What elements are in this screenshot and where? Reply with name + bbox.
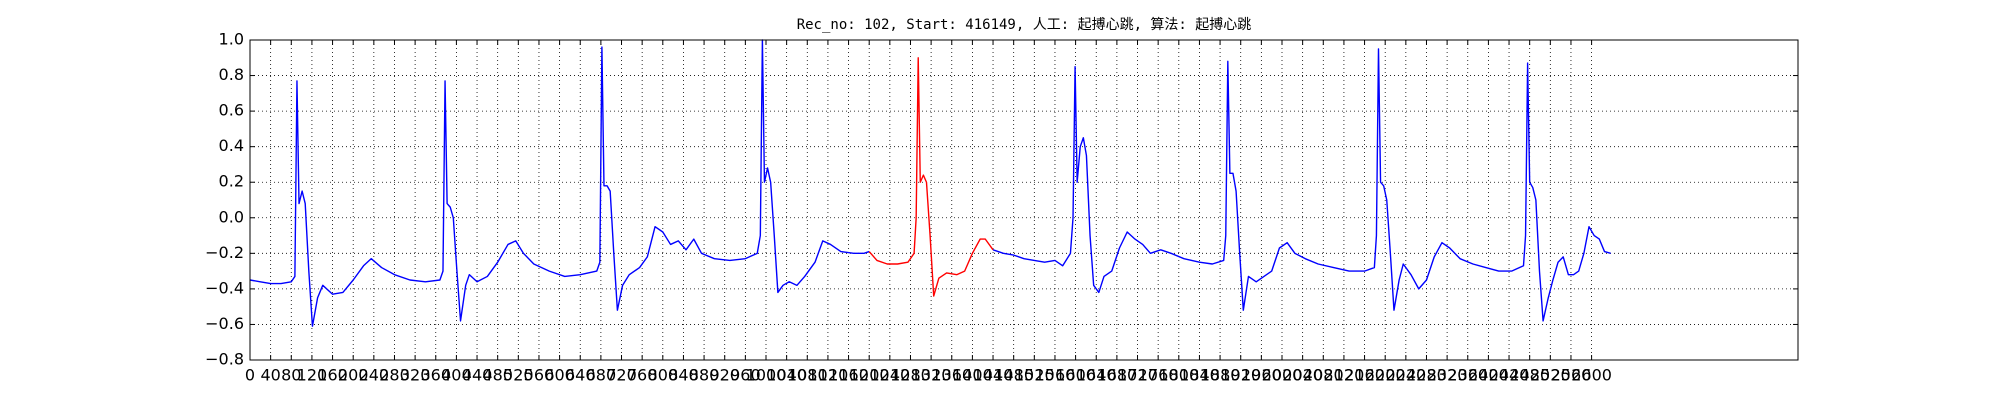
x-tick-label: 400 [441,366,472,385]
x-tick-label: 1800 [1158,366,1199,385]
x-tick-label: 920 [709,366,740,385]
x-tick-label: 80 [281,366,301,385]
x-tick-label: 800 [648,366,679,385]
y-tick-label: −0.4 [205,278,244,297]
x-tick-label: 2520 [1530,366,1571,385]
x-tick-label: 1560 [1035,366,1076,385]
x-tick-label: 1400 [952,366,993,385]
y-tick-label: −0.2 [205,243,244,262]
y-tick-label: 0.4 [219,136,244,155]
ecg-line [868,57,994,297]
x-tick-label: 2320 [1427,366,1468,385]
x-tick-label: 40 [260,366,280,385]
x-tick-label: 1480 [993,366,1034,385]
x-tick-label: 760 [627,366,658,385]
x-tick-label: 1840 [1179,366,1220,385]
x-tick-label: 1160 [828,366,869,385]
chart-title: Rec_no: 102, Start: 416149, 人工: 起搏心跳, 算法… [797,16,1252,33]
x-tick-label: 880 [689,366,720,385]
y-tick-label: −0.8 [205,350,244,369]
x-tick-label: 360 [420,366,451,385]
y-tick-label: 0.8 [219,65,244,84]
x-tick-label: 600 [544,366,575,385]
x-tick-label: 1120 [808,366,849,385]
x-tick-label: 2600 [1571,366,1612,385]
y-tick-label: 1.0 [219,30,244,49]
x-tick-label: 200 [338,366,369,385]
x-tick-label: 680 [586,366,617,385]
x-tick-label: 1280 [890,366,931,385]
y-tick-label: 0.0 [219,207,244,226]
y-tick-label: −0.6 [205,314,244,333]
x-tick-label: 2560 [1551,366,1592,385]
x-tick-label: 2080 [1303,366,1344,385]
x-tick-label: 2400 [1468,366,1509,385]
x-tick-label: 2040 [1282,366,1323,385]
x-tick-label: 1360 [931,366,972,385]
x-tick-label: 2480 [1509,366,1550,385]
x-tick-label: 280 [379,366,410,385]
x-tick-label: 1640 [1076,366,1117,385]
x-tick-label: 2200 [1365,366,1406,385]
x-tick-label: 1440 [973,366,1014,385]
y-tick-label: 0.2 [219,172,244,191]
x-tick-label: 1240 [869,366,910,385]
x-tick-label: 520 [503,366,534,385]
x-tick-label: 1680 [1097,366,1138,385]
x-tick-label: 2000 [1262,366,1303,385]
x-tick-label: 1880 [1200,366,1241,385]
x-tick-label: 0 [245,366,255,385]
x-tick-label: 2120 [1324,366,1365,385]
x-tick-label: 840 [668,366,699,385]
y-tick-label: 0.6 [219,101,244,120]
x-tick-label: 640 [565,366,596,385]
x-tick-label: 2280 [1406,366,1447,385]
x-tick-label: 1920 [1220,366,1261,385]
x-tick-label: 1000 [746,366,787,385]
x-tick-label: 560 [524,366,555,385]
x-tick-label: 1720 [1117,366,1158,385]
x-tick-label: 1960 [1241,366,1282,385]
x-tick-label: 1320 [911,366,952,385]
x-tick-label: 1760 [1138,366,1179,385]
x-tick-label: 480 [482,366,513,385]
x-tick-label: 2360 [1447,366,1488,385]
x-tick-label: 1520 [1014,366,1055,385]
x-tick-label: 960 [730,366,761,385]
x-tick-label: 2240 [1385,366,1426,385]
x-tick-label: 1040 [766,366,807,385]
ecg-line [249,39,870,327]
x-tick-label: 160 [317,366,348,385]
x-tick-label: 440 [462,366,493,385]
plot-frame [249,39,1799,361]
x-tick-label: 120 [297,366,328,385]
x-tick-label: 1080 [787,366,828,385]
x-tick-label: 2160 [1344,366,1385,385]
x-tick-label: 720 [606,366,637,385]
x-tick-label: 240 [359,366,390,385]
x-tick-label: 1200 [849,366,890,385]
x-tick-label: 320 [400,366,431,385]
x-tick-label: 2440 [1489,366,1530,385]
ecg-line [992,48,1611,322]
x-tick-label: 1600 [1055,366,1096,385]
